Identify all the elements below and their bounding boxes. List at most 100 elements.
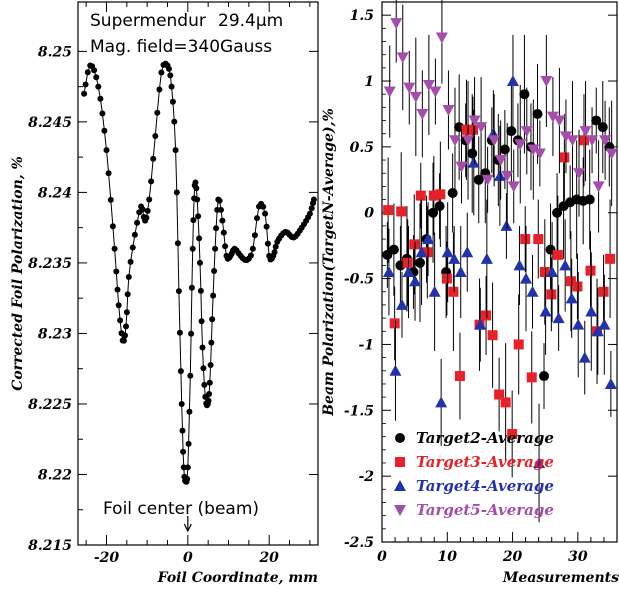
- foil-data-point: [115, 302, 122, 309]
- left-x-tick-label: 0: [183, 550, 193, 566]
- foil-data-point: [139, 206, 146, 213]
- left-y-tick-label: 8.215: [28, 538, 72, 554]
- foil-data-point: [154, 109, 161, 116]
- data-point-triangle-down: [462, 135, 475, 147]
- foil-data-point: [197, 287, 204, 294]
- legend-entry: Target5-Average: [416, 501, 554, 519]
- data-point-square: [461, 124, 472, 135]
- data-point-triangle-up: [448, 252, 461, 264]
- data-point-triangle-down: [592, 181, 605, 193]
- annotation-material: Supermendur: [90, 11, 206, 31]
- data-point-square: [383, 205, 394, 216]
- foil-data-point: [200, 365, 207, 372]
- foil-data-point: [113, 268, 120, 275]
- foil-data-point: [201, 381, 208, 388]
- data-point-triangle-up: [389, 364, 402, 376]
- foil-data-point: [179, 427, 186, 434]
- data-point-triangle-down: [488, 135, 501, 147]
- foil-data-point: [260, 203, 267, 210]
- data-point-triangle-down: [422, 79, 435, 91]
- foil-data-point: [81, 90, 88, 97]
- foil-data-point: [129, 244, 136, 251]
- foil-data-point: [220, 229, 227, 236]
- left-y-tick-label: 8.22: [38, 467, 72, 483]
- foil-data-point: [123, 309, 130, 316]
- foil-data-point: [184, 475, 191, 482]
- beam-polarization-points: [382, 0, 618, 523]
- foil-data-point: [117, 317, 124, 324]
- foil-center-arrow: [183, 516, 192, 533]
- foil-data-point: [190, 217, 197, 224]
- foil-data-point: [206, 391, 213, 397]
- data-point-triangle-down: [396, 52, 409, 64]
- foil-data-point: [194, 196, 201, 203]
- right-y-tick-label: -2: [358, 469, 374, 485]
- arrow-head: [183, 523, 192, 533]
- data-point-triangle-down: [429, 86, 442, 98]
- data-point-circle: [388, 244, 399, 255]
- right-y-tick-label: 0: [364, 206, 374, 222]
- data-point-triangle-up: [402, 266, 415, 277]
- data-point-triangle-down: [566, 135, 579, 147]
- data-point-triangle-down: [586, 135, 599, 147]
- foil-data-point: [82, 81, 89, 88]
- data-point-triangle-down: [390, 18, 403, 30]
- foil-data-point: [216, 197, 223, 204]
- left-y-axis-label: Corrected Foil Polarization, %: [10, 156, 26, 391]
- foil-data-point: [178, 401, 185, 407]
- data-point-triangle-down: [553, 115, 566, 127]
- foil-data-point: [122, 332, 128, 339]
- foil-data-point: [196, 235, 203, 242]
- data-point-square: [415, 190, 426, 201]
- data-point-square: [552, 249, 563, 260]
- data-point-square: [585, 265, 596, 276]
- foil-data-point: [120, 337, 127, 344]
- data-point-triangle-down: [605, 148, 618, 160]
- foil-data-point: [111, 245, 118, 252]
- left-x-axis-label: Foil Coordinate, mm: [157, 570, 318, 586]
- data-point-triangle-up: [578, 351, 591, 363]
- series-target3-average: [383, 79, 616, 478]
- data-point-triangle-up: [604, 377, 617, 389]
- data-point-triangle-up: [598, 318, 611, 330]
- foil-data-point: [264, 240, 271, 247]
- foil-data-point: [168, 83, 175, 90]
- foil-data-point: [210, 292, 217, 299]
- data-point-triangle-up: [441, 246, 454, 258]
- data-point-triangle-up: [565, 292, 578, 304]
- right-x-tick-label: 0: [377, 549, 387, 565]
- data-point-triangle-up: [539, 305, 552, 317]
- series-target4-average: [382, 34, 617, 523]
- annotation-foil-center: Foil center (beam): [103, 499, 259, 519]
- legend-entry: Target3-Average: [416, 453, 554, 471]
- foil-data-point: [254, 215, 260, 222]
- data-point-square: [578, 135, 589, 146]
- foil-data-point: [195, 213, 202, 220]
- legend: Target2-Average Target3-Average Target4-Av…: [394, 429, 554, 519]
- data-point-square: [481, 310, 492, 321]
- data-point-triangle-down: [403, 82, 416, 94]
- legend-marker-triangle-up: [394, 480, 406, 491]
- foil-data-point: [97, 95, 104, 102]
- foil-data-point: [272, 243, 279, 250]
- foil-polarization-points: [81, 60, 317, 485]
- annotation-thickness: 29.4μm: [218, 11, 283, 31]
- data-point-square: [546, 289, 557, 300]
- data-point-circle: [539, 371, 550, 382]
- foil-data-point: [251, 232, 258, 239]
- data-point-circle: [414, 257, 425, 268]
- data-point-triangle-down: [475, 122, 488, 134]
- data-point-triangle-up: [533, 456, 546, 468]
- foil-data-point: [177, 368, 184, 375]
- data-point-triangle-down: [520, 126, 533, 138]
- foil-data-point: [218, 206, 224, 213]
- left-y-tick-label: 8.24: [38, 185, 72, 201]
- foil-data-point: [101, 127, 108, 134]
- data-point-circle: [473, 174, 484, 185]
- data-point-square: [559, 152, 570, 163]
- data-point-square: [454, 371, 465, 382]
- data-point-circle: [532, 108, 543, 119]
- data-point-triangle-down: [494, 155, 507, 167]
- foil-data-point: [193, 185, 200, 192]
- data-point-circle: [447, 187, 458, 198]
